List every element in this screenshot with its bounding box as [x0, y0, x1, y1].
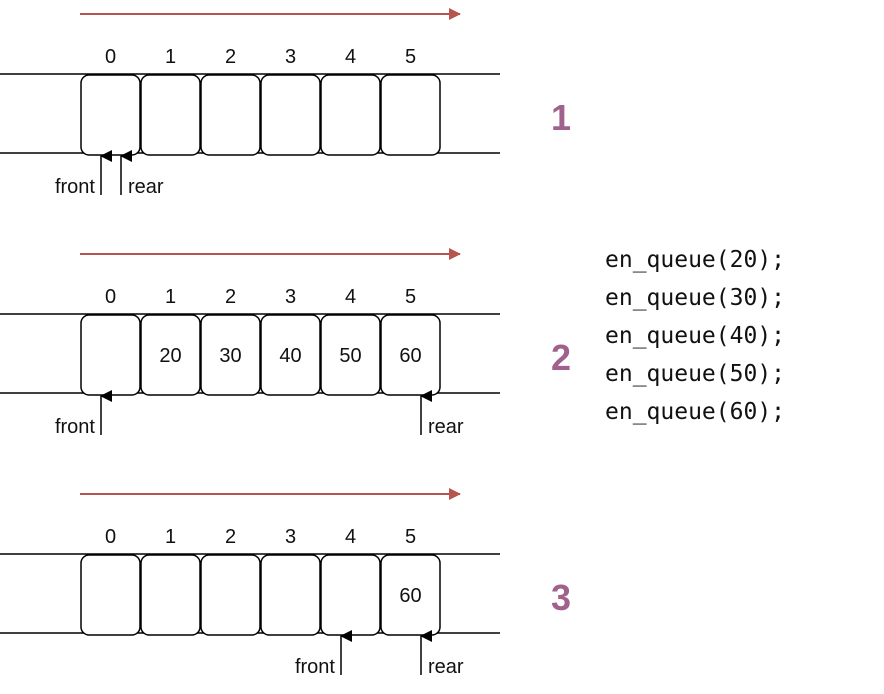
queue-cell	[320, 74, 381, 156]
queue-cell	[200, 74, 261, 156]
index-label: 2	[225, 46, 236, 68]
front-label: front	[55, 176, 95, 198]
front-label: front	[55, 416, 95, 438]
queue-cell	[260, 74, 321, 156]
code-line: en_queue(20);	[605, 247, 785, 273]
queue-cell	[260, 314, 321, 396]
queue-cell	[380, 554, 441, 636]
index-label: 1	[165, 286, 176, 308]
queue-cell	[380, 314, 441, 396]
cell-value: 40	[279, 345, 301, 367]
step-number: 2	[551, 337, 571, 378]
rear-label: rear	[128, 176, 164, 198]
queue-cell	[140, 314, 201, 396]
cell-value: 50	[339, 345, 361, 367]
queue-cell	[380, 74, 441, 156]
queue-cell	[140, 74, 201, 156]
index-label: 0	[105, 286, 116, 308]
rear-label: rear	[428, 656, 464, 678]
index-label: 5	[405, 526, 416, 548]
queue-stage-1: 0 1 2 3 4 5 front rear 1	[0, 8, 571, 198]
code-line: en_queue(30);	[605, 285, 785, 311]
queue-stage-3: 0 1 2 3 4 5 60 front rear 3	[0, 488, 571, 678]
queue-cell	[80, 554, 141, 636]
queue-cell	[260, 554, 321, 636]
index-label: 1	[165, 526, 176, 548]
queue-cell	[140, 554, 201, 636]
front-label: front	[295, 656, 335, 678]
index-label: 4	[345, 286, 356, 308]
cell-value: 60	[399, 585, 421, 607]
index-label: 4	[345, 526, 356, 548]
index-label: 0	[105, 46, 116, 68]
index-label: 5	[405, 46, 416, 68]
rear-label: rear	[428, 416, 464, 438]
index-label: 3	[285, 526, 296, 548]
index-label: 1	[165, 46, 176, 68]
step-number: 3	[551, 577, 571, 618]
step-number: 1	[551, 97, 571, 138]
queue-stage-2: 0 1 2 3 4 5 20 30 40 50 60 front rear 2 en_queue(20);e…	[0, 247, 785, 438]
queue-cell	[80, 74, 141, 156]
code-line: en_queue(50);	[605, 361, 785, 387]
queue-cell	[200, 554, 261, 636]
index-label: 2	[225, 526, 236, 548]
queue-cell	[320, 554, 381, 636]
index-label: 3	[285, 286, 296, 308]
index-label: 5	[405, 286, 416, 308]
index-label: 2	[225, 286, 236, 308]
code-line: en_queue(40);	[605, 323, 785, 349]
index-label: 3	[285, 46, 296, 68]
cell-value: 30	[219, 345, 241, 367]
code-line: en_queue(60);	[605, 399, 785, 425]
cell-value: 20	[159, 345, 181, 367]
queue-cell	[320, 314, 381, 396]
index-label: 4	[345, 46, 356, 68]
index-label: 0	[105, 526, 116, 548]
queue-cell	[200, 314, 261, 396]
queue-cell	[80, 314, 141, 396]
cell-value: 60	[399, 345, 421, 367]
